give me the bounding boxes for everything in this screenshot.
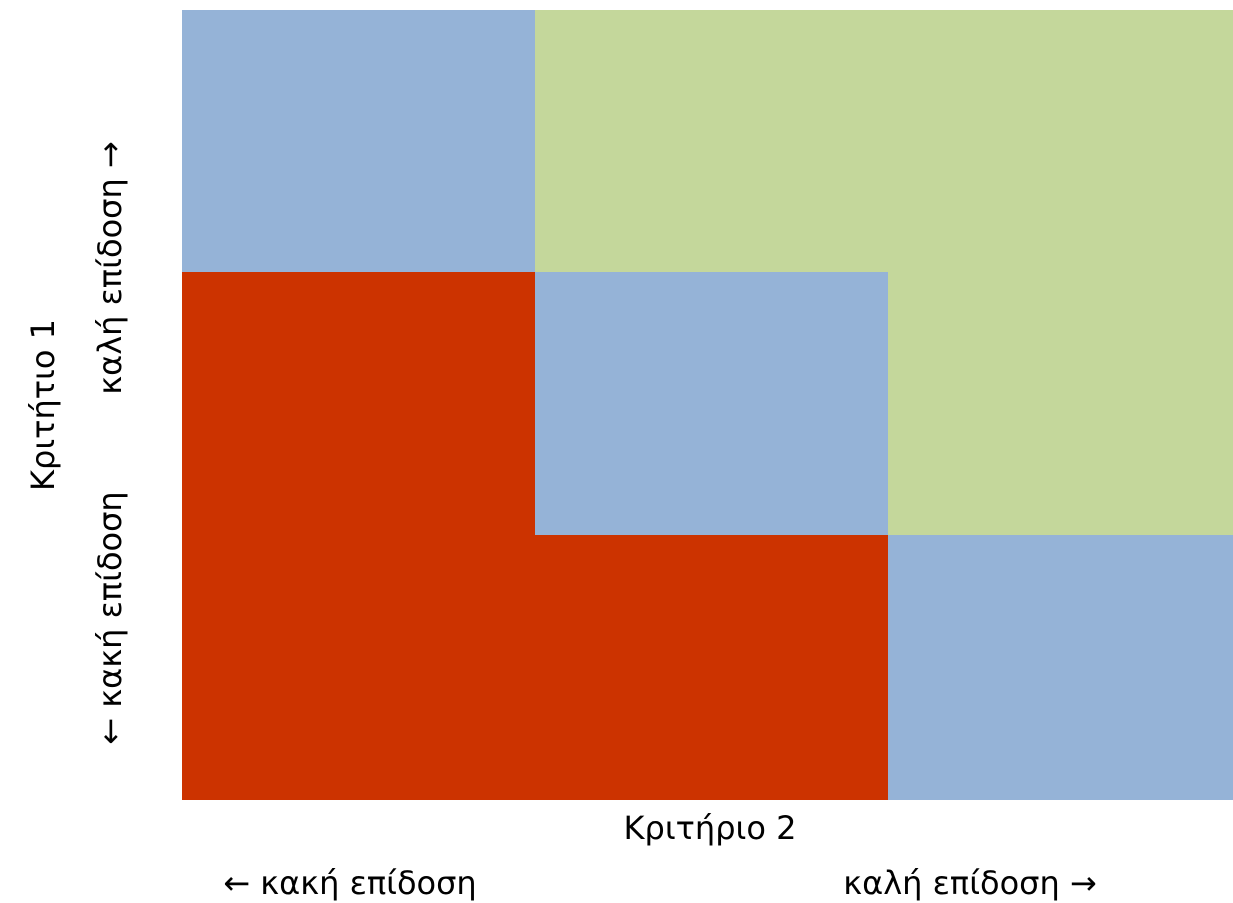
cell [182,10,535,272]
cell [535,535,888,800]
cell [182,272,535,535]
y-axis-title: Κριτήτιο 1 [24,319,62,491]
cell [888,10,1233,272]
cell [535,10,888,272]
cell [535,272,888,535]
x-axis-low-label: ← κακή επίδοση [223,864,476,902]
x-axis-title: Κριτήριο 2 [624,809,797,847]
x-axis-high-label: καλή επίδοση → [843,864,1096,902]
cell [888,535,1233,800]
y-axis-high-label: καλή επίδοση → [91,141,129,394]
y-axis-low-label: ← κακή επίδοση [91,491,129,744]
cell [182,535,535,800]
cell [888,272,1233,535]
grid [182,10,1233,800]
